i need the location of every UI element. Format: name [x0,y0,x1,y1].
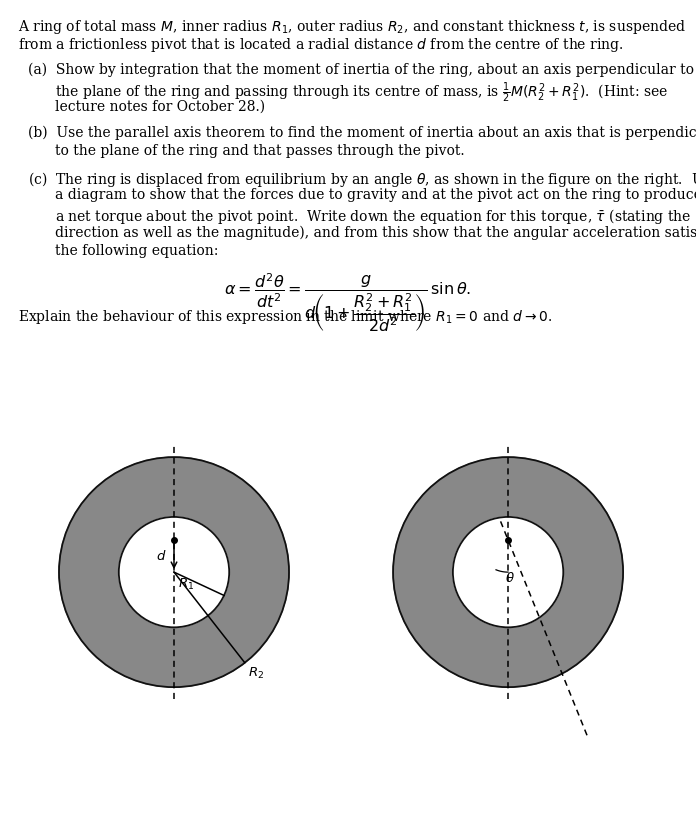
Text: Explain the behaviour of this expression in the limit where $R_1 = 0$ and $d \to: Explain the behaviour of this expression… [18,308,552,327]
Text: A ring of total mass $M$, inner radius $R_1$, outer radius $R_2$, and constant t: A ring of total mass $M$, inner radius $… [18,18,686,36]
Circle shape [59,457,289,687]
Text: $R_1$: $R_1$ [178,577,194,593]
Text: (b)  Use the parallel axis theorem to find the moment of inertia about an axis t: (b) Use the parallel axis theorem to fin… [28,125,696,140]
Text: the plane of the ring and passing through its centre of mass, is $\frac{1}{2}M(R: the plane of the ring and passing throug… [55,81,668,106]
Text: $d$: $d$ [155,549,166,563]
Text: the following equation:: the following equation: [55,243,219,258]
Circle shape [393,457,623,687]
Circle shape [453,517,563,627]
Text: (c)  The ring is displaced from equilibrium by an angle $\theta$, as shown in th: (c) The ring is displaced from equilibri… [28,170,696,189]
Text: direction as well as the magnitude), and from this show that the angular acceler: direction as well as the magnitude), and… [55,225,696,239]
Text: $R_2$: $R_2$ [248,666,264,681]
Text: a diagram to show that the forces due to gravity and at the pivot act on the rin: a diagram to show that the forces due to… [55,188,696,202]
Circle shape [119,517,229,627]
Text: lecture notes for October 28.): lecture notes for October 28.) [55,100,265,113]
Text: a net torque about the pivot point.  Write down the equation for this torque, $\: a net torque about the pivot point. Writ… [55,207,691,226]
Text: $\theta$: $\theta$ [505,572,514,585]
Text: to the plane of the ring and that passes through the pivot.: to the plane of the ring and that passes… [55,144,465,158]
Text: (a)  Show by integration that the moment of inertia of the ring, about an axis p: (a) Show by integration that the moment … [28,62,694,76]
Text: from a frictionless pivot that is located a radial distance $d$ from the centre : from a frictionless pivot that is locate… [18,37,624,55]
Text: $\alpha = \dfrac{d^2\theta}{dt^2} = \dfrac{g}{d\!\left(1 + \dfrac{R_2^2+R_1^2}{2: $\alpha = \dfrac{d^2\theta}{dt^2} = \dfr… [224,272,472,334]
